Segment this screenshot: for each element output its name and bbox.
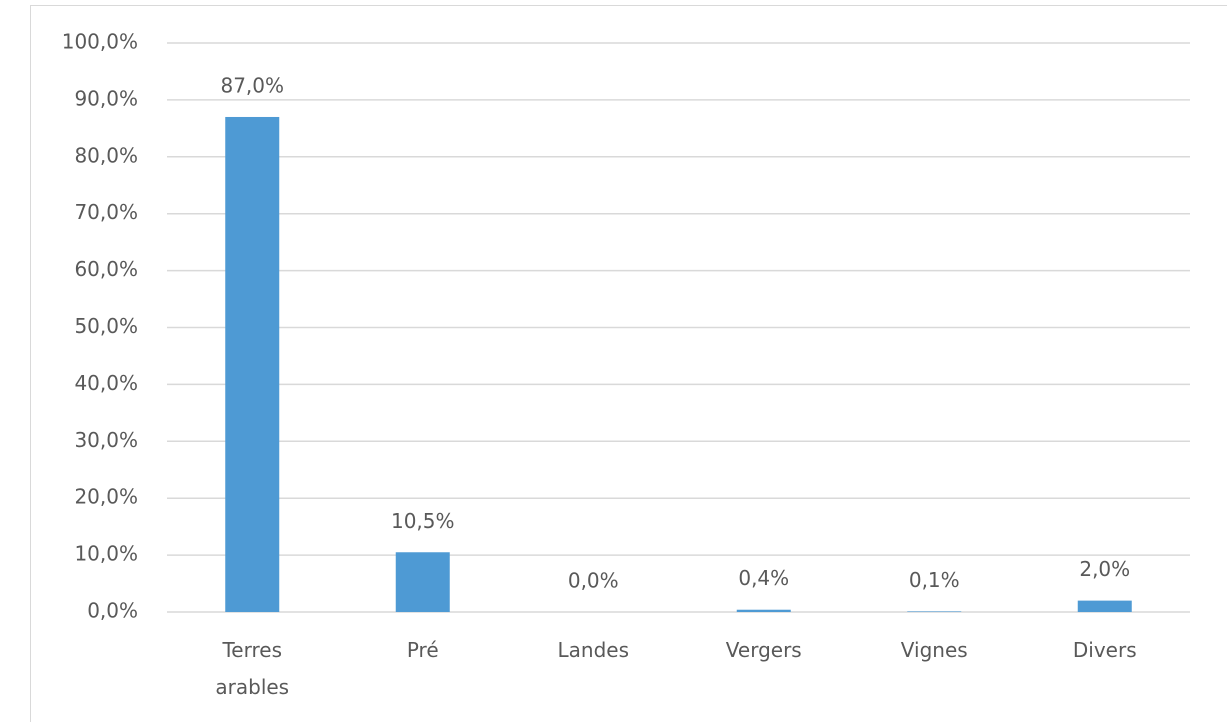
y-tick-label: 100,0%: [62, 30, 138, 54]
y-tick-label: 0,0%: [87, 599, 138, 623]
y-tick-label: 10,0%: [74, 542, 138, 566]
bar: [907, 611, 962, 612]
x-tick-label: Terres arables: [215, 638, 290, 699]
y-tick-label: 30,0%: [74, 428, 138, 452]
data-label: 2,0%: [1079, 557, 1130, 581]
y-tick-label: 50,0%: [74, 314, 138, 338]
y-tick-label: 60,0%: [74, 257, 138, 281]
y-tick-label: 20,0%: [74, 485, 138, 509]
x-tick-label: Divers: [1072, 638, 1137, 662]
x-tick-label-box: Vignes: [900, 638, 968, 662]
y-tick-label: 40,0%: [74, 371, 138, 395]
x-tick-label-box: Landes: [557, 638, 630, 662]
data-label: 87,0%: [220, 73, 284, 97]
x-tick-label-box: Pré: [406, 638, 439, 662]
chart-frame: [30, 5, 1227, 722]
x-tick-label: Pré: [406, 638, 439, 662]
y-tick-label: 90,0%: [74, 86, 138, 110]
x-tick-label-box: Terres arables: [215, 638, 290, 699]
x-tick-label-box: Vergers: [725, 638, 802, 662]
data-label: 0,4%: [738, 566, 789, 590]
y-tick-label: 80,0%: [74, 143, 138, 167]
bar: [395, 552, 450, 612]
x-tick-label-box: Divers: [1072, 638, 1137, 662]
bar: [1077, 600, 1132, 612]
data-label: 10,5%: [391, 509, 455, 533]
data-label: 0,1%: [909, 568, 960, 592]
y-tick-label: 70,0%: [74, 200, 138, 224]
x-tick-label: Landes: [557, 638, 630, 662]
x-tick-label: Vergers: [725, 638, 802, 662]
x-tick-label: Vignes: [900, 638, 968, 662]
bar: [225, 116, 280, 612]
bar: [736, 609, 791, 612]
data-label: 0,0%: [568, 569, 619, 593]
